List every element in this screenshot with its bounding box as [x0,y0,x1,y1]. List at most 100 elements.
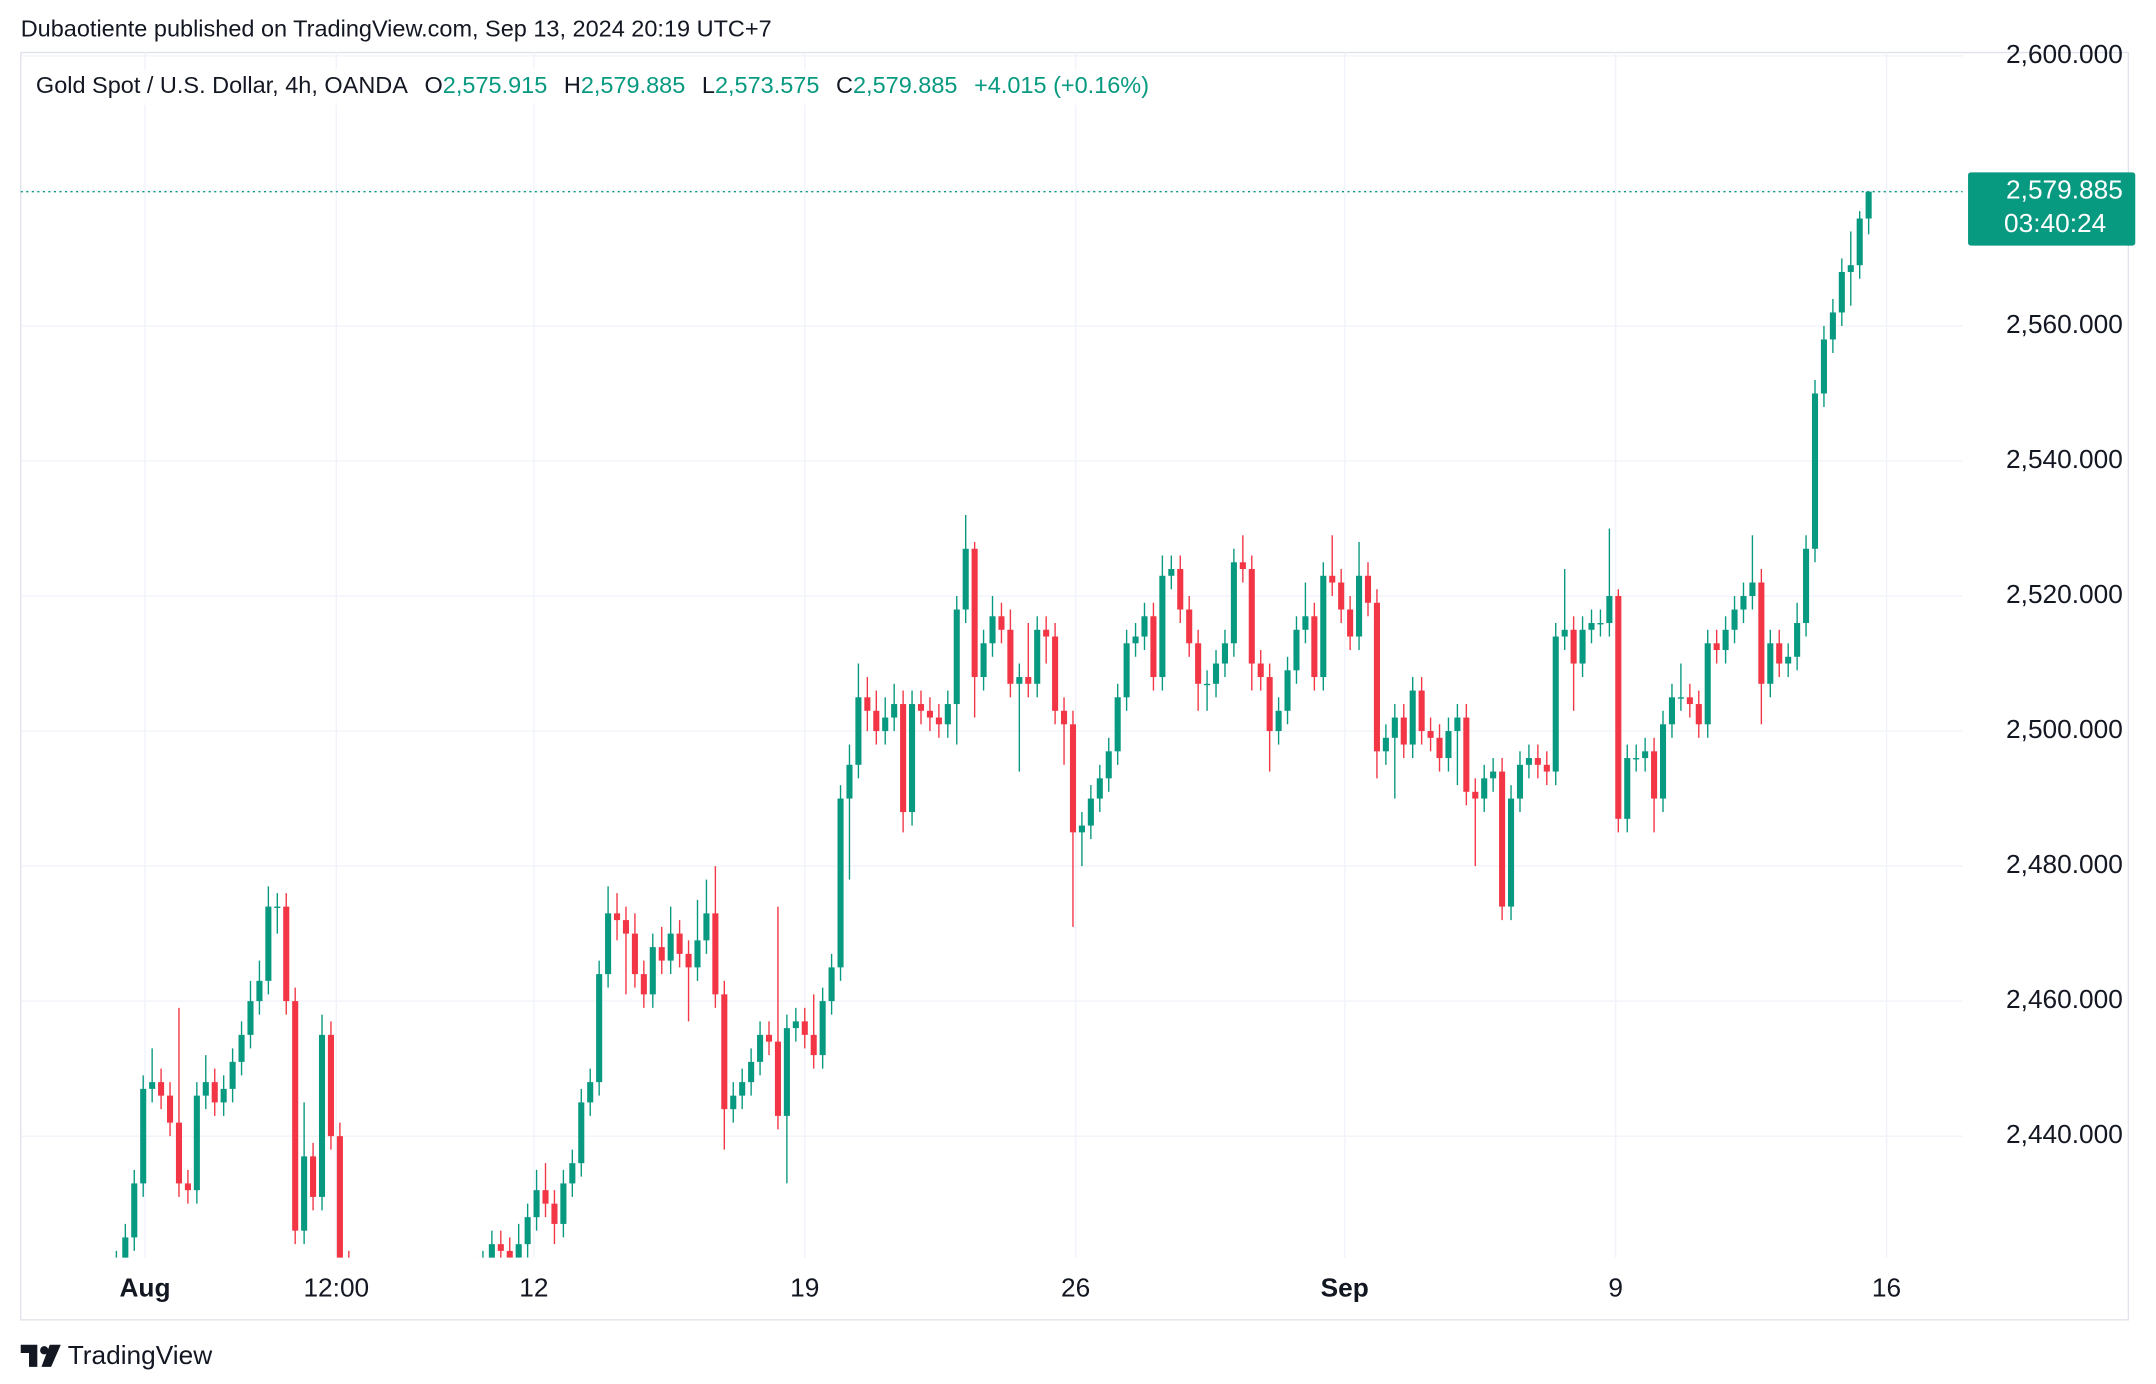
candle-body [1329,575,1336,583]
candle-body [1230,562,1237,644]
candle-body [229,1061,236,1089]
candle-body [596,974,603,1083]
candle-body [703,913,710,941]
candle-body [1704,643,1711,725]
y-tick-label: 2,540.000 [2006,444,2123,474]
candle-body [1606,596,1613,624]
grid [20,52,1963,1258]
legend-value: 2,575.915 [443,72,547,98]
candle-body [149,1082,156,1089]
candle-body [1803,548,1810,624]
x-tick-label: 26 [1061,1272,1090,1302]
candle-body [935,717,942,725]
candle-body [1794,623,1801,657]
candle-body [122,1237,129,1258]
candle-body [783,1028,790,1116]
chart-frame [20,51,2130,1321]
candle-body [1087,798,1094,826]
candle-body [1114,697,1121,752]
legend-bg [27,69,1231,106]
candle-body [1695,704,1702,725]
candle-body [274,906,281,908]
candle-body [1221,643,1228,664]
candle-body [310,1156,317,1197]
candle-body [1409,690,1416,745]
candle-body [1150,616,1157,678]
candle-body [855,697,862,765]
candle-body [542,1190,549,1204]
x-tick-label: 19 [790,1272,819,1302]
candle-body [712,913,719,995]
candle-body [864,697,871,711]
candle-body [1266,677,1273,732]
candle-body [524,1217,531,1245]
candle-body [1347,609,1354,637]
candle-body [882,717,889,732]
candle-body [1078,825,1085,833]
candle-body [1311,616,1318,678]
candle-body [1713,643,1720,651]
candle-body [926,710,933,718]
candle-body [1785,656,1792,664]
candle-body [166,1095,174,1123]
candle-body [1123,643,1130,698]
candle-body [1516,764,1524,799]
candle-body [1186,609,1193,644]
candle-body [828,967,835,1002]
candle-body [1642,751,1649,759]
candle-body [917,704,925,711]
candle-body [211,1082,218,1103]
candle-body [1552,636,1559,772]
candle-body [1856,218,1863,266]
candle-body [649,947,656,995]
y-tick-label: 2,560.000 [2006,309,2123,339]
candle-body [551,1203,558,1224]
candle-body [1749,582,1756,597]
price-tag [1968,172,2136,246]
axes: 2,440.000 2,460.000 2,480.000 2,500.000 2,52… [20,39,2136,1302]
candle-body [1472,791,1479,799]
candle-body [1579,629,1586,664]
y-tick-label: 2,520.000 [2006,579,2123,609]
candle-body [792,1021,799,1029]
logo-mark [41,1344,61,1367]
candle-body [301,1156,308,1231]
candle-body [801,1021,808,1035]
candle-body [202,1082,209,1096]
candle-body [1445,731,1452,759]
legend-change: +4.015 (+0.16%) [974,72,1149,98]
legend-label: O [425,72,443,98]
candle-body [1686,697,1693,705]
candle-body [748,1061,755,1083]
candle-body [1534,758,1541,765]
candle-body [1034,629,1041,684]
candle-body [1168,569,1175,576]
candle-body [989,616,996,644]
published-note: Dubaotiente published on TradingView.com… [21,16,772,42]
candle-body [1391,717,1398,738]
candle-body [1418,690,1425,732]
candle-body [256,980,263,1002]
candle-body [685,953,692,968]
candle-body [1847,265,1854,272]
candle-body [1490,771,1497,779]
candle-body [515,1244,522,1258]
candle-body [1463,717,1470,792]
candle-body [873,710,880,732]
candles [115,191,1872,1258]
candle-body [1767,643,1774,684]
candle-body [1275,710,1282,732]
candle-body [1659,724,1667,799]
candle-body [1204,683,1211,686]
x-tick-label: Aug [119,1272,170,1302]
candle-body [1016,677,1023,684]
candle-body [1481,778,1488,799]
candle-body [131,1183,138,1238]
legend-value: 2,573.575 [715,72,819,98]
candle-body [971,548,978,678]
legend-label: L [702,72,715,98]
candle-body [578,1102,585,1164]
candle-body [739,1082,746,1096]
candle-body [1677,697,1684,699]
